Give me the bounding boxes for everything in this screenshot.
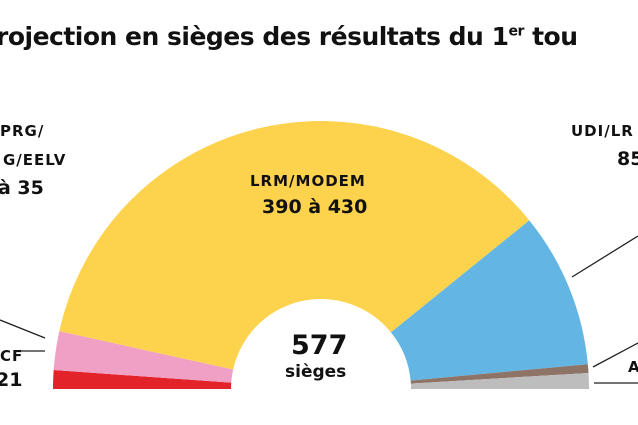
center-unit: sièges — [285, 362, 347, 382]
range-prg-eelv: à 35 — [0, 177, 44, 199]
label-udi-lr: UDI/LR — [571, 122, 634, 140]
range-udi-lr: 85 — [617, 148, 638, 170]
segment-a — [410, 372, 589, 389]
segment-prg-g-eelv — [53, 331, 234, 383]
label-pcf: CF — [0, 347, 24, 365]
range-pcf: 21 — [0, 369, 23, 391]
segment-udi-lr — [390, 220, 588, 381]
leader-line-brown — [592, 342, 638, 368]
label-prg: PRG/ — [0, 122, 45, 140]
label-a: A — [628, 358, 638, 376]
label-lrm-modem: LRM/MODEM — [250, 172, 366, 190]
label-eelv: G/EELV — [3, 151, 67, 169]
range-lrm-modem: 390 à 430 — [262, 196, 368, 218]
leader-line-udi-lr — [571, 235, 638, 278]
leader-lines — [0, 235, 638, 384]
segment-other — [410, 364, 589, 384]
segment-pcf — [53, 370, 232, 389]
segment-lrm-modem — [59, 121, 530, 370]
center-total: 577 — [291, 330, 348, 361]
leader-line-prg — [0, 319, 46, 339]
chart-title: rojection en sièges des résultats du 1er… — [0, 22, 578, 51]
